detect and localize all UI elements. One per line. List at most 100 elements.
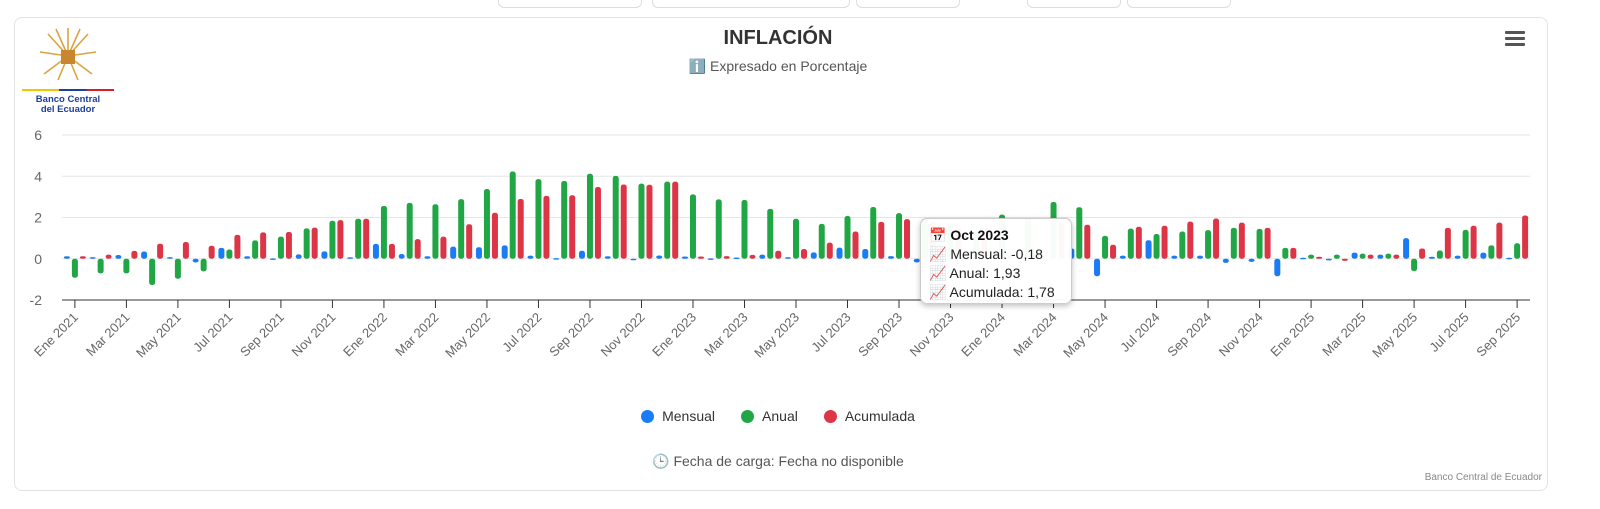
- bar-mensual: [1222, 258, 1229, 263]
- bar-acumulada: [1444, 227, 1451, 259]
- x-tick-label: Sep 2022: [546, 310, 596, 360]
- x-tick-label: Jul 2023: [808, 310, 853, 355]
- bar-anual: [432, 204, 439, 259]
- y-tick-label: 2: [34, 210, 42, 226]
- x-tick-label: May 2023: [751, 310, 802, 361]
- bar-anual: [844, 216, 851, 259]
- x-tick-label: May 2024: [1060, 310, 1111, 361]
- bar-anual: [715, 199, 722, 259]
- bar-anual: [458, 199, 465, 259]
- bar-anual: [97, 258, 104, 274]
- bar-mensual: [244, 256, 251, 259]
- bar-anual: [793, 218, 799, 259]
- x-tick-label: May 2021: [133, 310, 184, 361]
- bar-mensual: [1428, 256, 1435, 259]
- hamburger-menu-icon[interactable]: [1505, 31, 1525, 49]
- x-tick-label: May 2022: [442, 310, 493, 361]
- bar-mensual: [913, 258, 920, 263]
- x-tick-label: Ene 2023: [649, 310, 699, 360]
- bar-mensual: [785, 257, 791, 259]
- top-tab-button[interactable]: [652, 0, 850, 8]
- x-tick-label: Mar 2023: [701, 310, 750, 359]
- bar-mensual: [1197, 255, 1204, 259]
- bar-anual: [664, 181, 671, 259]
- bar-anual: [561, 180, 568, 259]
- bar-mensual: [1403, 238, 1410, 259]
- bar-acumulada: [1187, 221, 1194, 259]
- bar-anual: [380, 205, 387, 259]
- bar-anual: [1359, 253, 1366, 259]
- bar-acumulada: [1496, 222, 1503, 259]
- y-tick-label: 0: [34, 251, 42, 267]
- bar-anual: [1127, 228, 1134, 259]
- bar-acumulada: [1084, 224, 1091, 259]
- top-tab-button[interactable]: [1127, 0, 1231, 8]
- bar-acumulada: [208, 245, 215, 259]
- bar-acumulada: [337, 220, 344, 259]
- bar-anual: [1488, 245, 1495, 259]
- bar-acumulada: [1238, 222, 1245, 259]
- bar-mensual: [553, 258, 560, 260]
- bar-anual: [1102, 235, 1109, 259]
- chart-subtitle: ℹ️ Expresado en Porcentaje: [688, 58, 868, 74]
- bar-anual: [329, 220, 336, 259]
- top-tab-button[interactable]: [856, 0, 960, 8]
- x-tick-label: Sep 2024: [1164, 310, 1214, 360]
- y-tick-label: -2: [30, 292, 43, 308]
- logo-text-line2: del Ecuador: [40, 104, 96, 115]
- bar-mensual: [888, 256, 895, 259]
- x-tick-label: Mar 2021: [83, 310, 132, 359]
- legend-item-anual[interactable]: Anual: [741, 408, 798, 424]
- bar-acumulada: [363, 218, 370, 259]
- bar-anual: [483, 189, 490, 259]
- bar-anual: [1256, 228, 1263, 259]
- bar-mensual: [1325, 258, 1332, 261]
- legend-dot-icon: [641, 409, 655, 423]
- bar-anual: [638, 183, 645, 259]
- bar-anual: [1282, 247, 1289, 259]
- bar-mensual: [372, 243, 379, 259]
- bar-mensual: [656, 255, 663, 259]
- bar-acumulada: [878, 221, 885, 259]
- bar-mensual: [1171, 255, 1178, 259]
- x-tick-label: Jul 2022: [499, 310, 544, 355]
- credit-link[interactable]: Banco Central de Ecuador: [1424, 472, 1542, 483]
- bar-anual: [226, 249, 233, 259]
- bar-acumulada: [1419, 248, 1426, 259]
- logo-text-line1: Banco Central: [35, 94, 101, 105]
- bar-anual: [1230, 227, 1237, 259]
- x-tick-label: Ene 2024: [958, 310, 1008, 360]
- bar-mensual: [1094, 258, 1101, 277]
- top-tab-button[interactable]: [1027, 0, 1121, 8]
- legend-item-acumulada[interactable]: Acumulada: [823, 408, 915, 424]
- bar-mensual: [218, 247, 225, 259]
- bar-anual: [586, 173, 593, 259]
- bar-mensual: [759, 254, 766, 259]
- bar-acumulada: [79, 256, 86, 259]
- bar-acumulada: [1213, 218, 1220, 259]
- top-tab-button[interactable]: [498, 0, 642, 8]
- bar-acumulada: [826, 242, 833, 259]
- bar-anual: [406, 202, 413, 259]
- bar-mensual: [398, 254, 405, 259]
- bar-mensual: [578, 250, 585, 259]
- tooltip-mensual: 📈 Mensual: -0,18: [929, 246, 1043, 262]
- bar-anual: [71, 258, 78, 278]
- bar-mensual: [1274, 258, 1281, 277]
- legend-dot-icon: [823, 409, 837, 423]
- bar-anual: [1076, 207, 1083, 259]
- bar-anual: [1308, 254, 1315, 259]
- legend-dot-icon: [741, 409, 755, 423]
- x-tick-label: May 2025: [1369, 310, 1420, 361]
- sun-emblem-icon: [39, 28, 97, 81]
- chart-title: INFLACIÓN: [723, 27, 833, 49]
- load-date: 🕒 Fecha de carga: Fecha no disponible: [652, 453, 904, 469]
- bar-acumulada: [801, 249, 807, 259]
- bar-mensual: [733, 257, 740, 260]
- bar-anual: [1411, 258, 1418, 272]
- legend-item-mensual[interactable]: Mensual: [641, 408, 715, 424]
- bar-mensual: [63, 256, 70, 259]
- x-tick-label: Mar 2024: [1010, 310, 1059, 359]
- bar-mensual: [166, 257, 173, 259]
